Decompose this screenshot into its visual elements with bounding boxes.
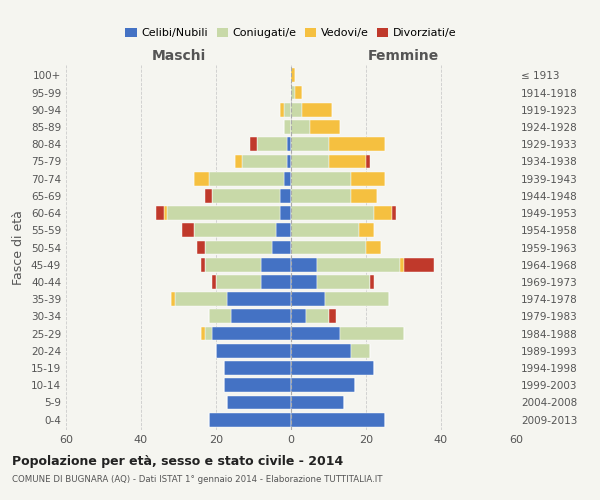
Bar xyxy=(306,310,329,324)
Bar xyxy=(291,413,385,426)
Bar xyxy=(366,240,381,254)
Bar xyxy=(287,138,291,151)
Bar xyxy=(392,206,396,220)
Text: COMUNE DI BUGNARA (AQ) - Dati ISTAT 1° gennaio 2014 - Elaborazione TUTTITALIA.IT: COMUNE DI BUGNARA (AQ) - Dati ISTAT 1° g… xyxy=(12,475,383,484)
Bar xyxy=(223,378,291,392)
Bar xyxy=(209,413,291,426)
Bar xyxy=(329,138,385,151)
Bar xyxy=(242,154,287,168)
Bar xyxy=(291,103,302,117)
Bar xyxy=(404,258,433,272)
Bar xyxy=(182,224,193,237)
Bar xyxy=(366,154,370,168)
Bar xyxy=(212,275,216,289)
Bar xyxy=(193,172,209,185)
Bar xyxy=(280,103,284,117)
Text: Femmine: Femmine xyxy=(368,50,439,64)
Bar xyxy=(227,396,291,409)
Bar xyxy=(205,240,272,254)
Y-axis label: Fasce di età: Fasce di età xyxy=(13,210,25,285)
Bar xyxy=(291,396,343,409)
Bar xyxy=(284,120,291,134)
Bar xyxy=(291,361,373,375)
Bar xyxy=(167,206,280,220)
Bar xyxy=(193,224,276,237)
Bar xyxy=(205,258,261,272)
Bar xyxy=(291,189,351,202)
Bar xyxy=(317,258,400,272)
Bar xyxy=(163,206,167,220)
Bar xyxy=(291,86,295,100)
Bar xyxy=(291,378,355,392)
Bar xyxy=(175,292,227,306)
Bar xyxy=(295,86,302,100)
Bar xyxy=(284,103,291,117)
Bar xyxy=(291,120,310,134)
Bar xyxy=(340,326,404,340)
Bar xyxy=(261,258,291,272)
Bar xyxy=(235,154,242,168)
Bar xyxy=(216,344,291,358)
Bar xyxy=(171,292,175,306)
Bar xyxy=(351,344,370,358)
Bar xyxy=(209,310,231,324)
Bar xyxy=(351,172,385,185)
Bar xyxy=(284,172,291,185)
Bar xyxy=(280,189,291,202)
Bar xyxy=(291,310,306,324)
Bar xyxy=(227,292,291,306)
Bar xyxy=(351,189,377,202)
Bar xyxy=(302,103,332,117)
Bar xyxy=(291,206,373,220)
Bar xyxy=(201,326,205,340)
Bar xyxy=(291,172,351,185)
Bar xyxy=(291,138,329,151)
Bar xyxy=(280,206,291,220)
Bar xyxy=(291,258,317,272)
Bar xyxy=(197,240,205,254)
Bar xyxy=(373,206,392,220)
Bar xyxy=(291,240,366,254)
Bar xyxy=(205,326,212,340)
Bar xyxy=(209,172,284,185)
Bar xyxy=(205,189,212,202)
Bar xyxy=(329,154,366,168)
Bar xyxy=(291,326,340,340)
Bar xyxy=(156,206,163,220)
Bar xyxy=(291,224,359,237)
Bar xyxy=(272,240,291,254)
Bar xyxy=(276,224,291,237)
Bar xyxy=(329,310,336,324)
Bar xyxy=(201,258,205,272)
Text: Maschi: Maschi xyxy=(151,50,206,64)
Bar xyxy=(310,120,340,134)
Bar xyxy=(261,275,291,289)
Bar xyxy=(291,292,325,306)
Bar xyxy=(400,258,404,272)
Bar xyxy=(212,189,280,202)
Bar xyxy=(223,361,291,375)
Bar xyxy=(216,275,261,289)
Bar xyxy=(317,275,370,289)
Bar xyxy=(231,310,291,324)
Bar xyxy=(287,154,291,168)
Bar xyxy=(370,275,373,289)
Bar xyxy=(291,154,329,168)
Bar xyxy=(257,138,287,151)
Bar xyxy=(212,326,291,340)
Bar xyxy=(291,275,317,289)
Bar xyxy=(250,138,257,151)
Legend: Celibi/Nubili, Coniugati/e, Vedovi/e, Divorziati/e: Celibi/Nubili, Coniugati/e, Vedovi/e, Di… xyxy=(121,23,461,42)
Text: Popolazione per età, sesso e stato civile - 2014: Popolazione per età, sesso e stato civil… xyxy=(12,455,343,468)
Bar xyxy=(359,224,373,237)
Bar xyxy=(325,292,389,306)
Bar xyxy=(291,68,295,82)
Bar xyxy=(291,344,351,358)
